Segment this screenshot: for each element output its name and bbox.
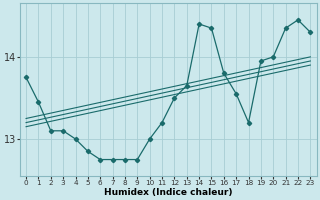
X-axis label: Humidex (Indice chaleur): Humidex (Indice chaleur)	[104, 188, 232, 197]
